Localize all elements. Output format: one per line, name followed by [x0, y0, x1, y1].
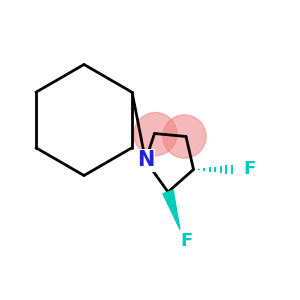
Circle shape: [134, 112, 177, 156]
Circle shape: [163, 115, 206, 158]
Text: F: F: [243, 160, 255, 178]
Text: N: N: [137, 151, 154, 170]
Polygon shape: [163, 190, 180, 230]
Text: F: F: [180, 232, 192, 250]
